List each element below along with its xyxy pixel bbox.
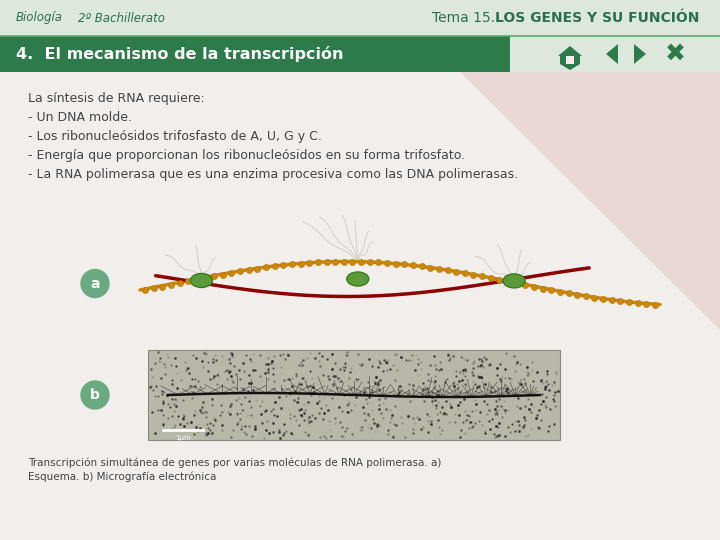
Polygon shape <box>558 46 582 56</box>
Text: - Energía que proporcionan los ribonucleósidos en su forma trifosfato.: - Energía que proporcionan los ribonucle… <box>28 149 465 162</box>
Text: b: b <box>90 388 100 402</box>
Text: a: a <box>90 276 100 291</box>
Text: La síntesis de RNA requiere:: La síntesis de RNA requiere: <box>28 92 204 105</box>
Polygon shape <box>634 44 646 64</box>
Text: - Los ribonucleósidos trifosfasto de A, U, G y C.: - Los ribonucleósidos trifosfasto de A, … <box>28 130 322 143</box>
Text: 4.  El mecanismo de la transcripción: 4. El mecanismo de la transcripción <box>16 46 343 62</box>
Ellipse shape <box>191 273 212 287</box>
Text: ✖: ✖ <box>665 42 685 66</box>
Ellipse shape <box>347 272 369 286</box>
Polygon shape <box>460 72 720 330</box>
Text: Transcripción simultánea de genes por varias moléculas de RNA polimerasa. a): Transcripción simultánea de genes por va… <box>28 458 441 469</box>
Circle shape <box>81 381 109 409</box>
Text: - Un DNA molde.: - Un DNA molde. <box>28 111 132 124</box>
Bar <box>0 0 720 36</box>
Text: Tema 15.: Tema 15. <box>432 11 500 25</box>
Bar <box>148 350 560 440</box>
Text: Biología: Biología <box>16 11 63 24</box>
Text: 2º Bachillerato: 2º Bachillerato <box>78 11 165 24</box>
Text: Esquema. b) Micrografía electrónica: Esquema. b) Micrografía electrónica <box>28 472 217 483</box>
Bar <box>566 56 574 64</box>
Bar <box>0 36 510 72</box>
Bar <box>0 72 720 540</box>
Polygon shape <box>560 56 580 70</box>
Circle shape <box>81 269 109 298</box>
Text: LOS GENES Y SU FUNCIÓN: LOS GENES Y SU FUNCIÓN <box>495 11 699 25</box>
Polygon shape <box>606 44 618 64</box>
Text: - La RNA polimerasa que es una enzima procesiva como las DNA polimerasas.: - La RNA polimerasa que es una enzima pr… <box>28 168 518 181</box>
Text: 1μm: 1μm <box>175 435 191 441</box>
Ellipse shape <box>503 274 525 288</box>
